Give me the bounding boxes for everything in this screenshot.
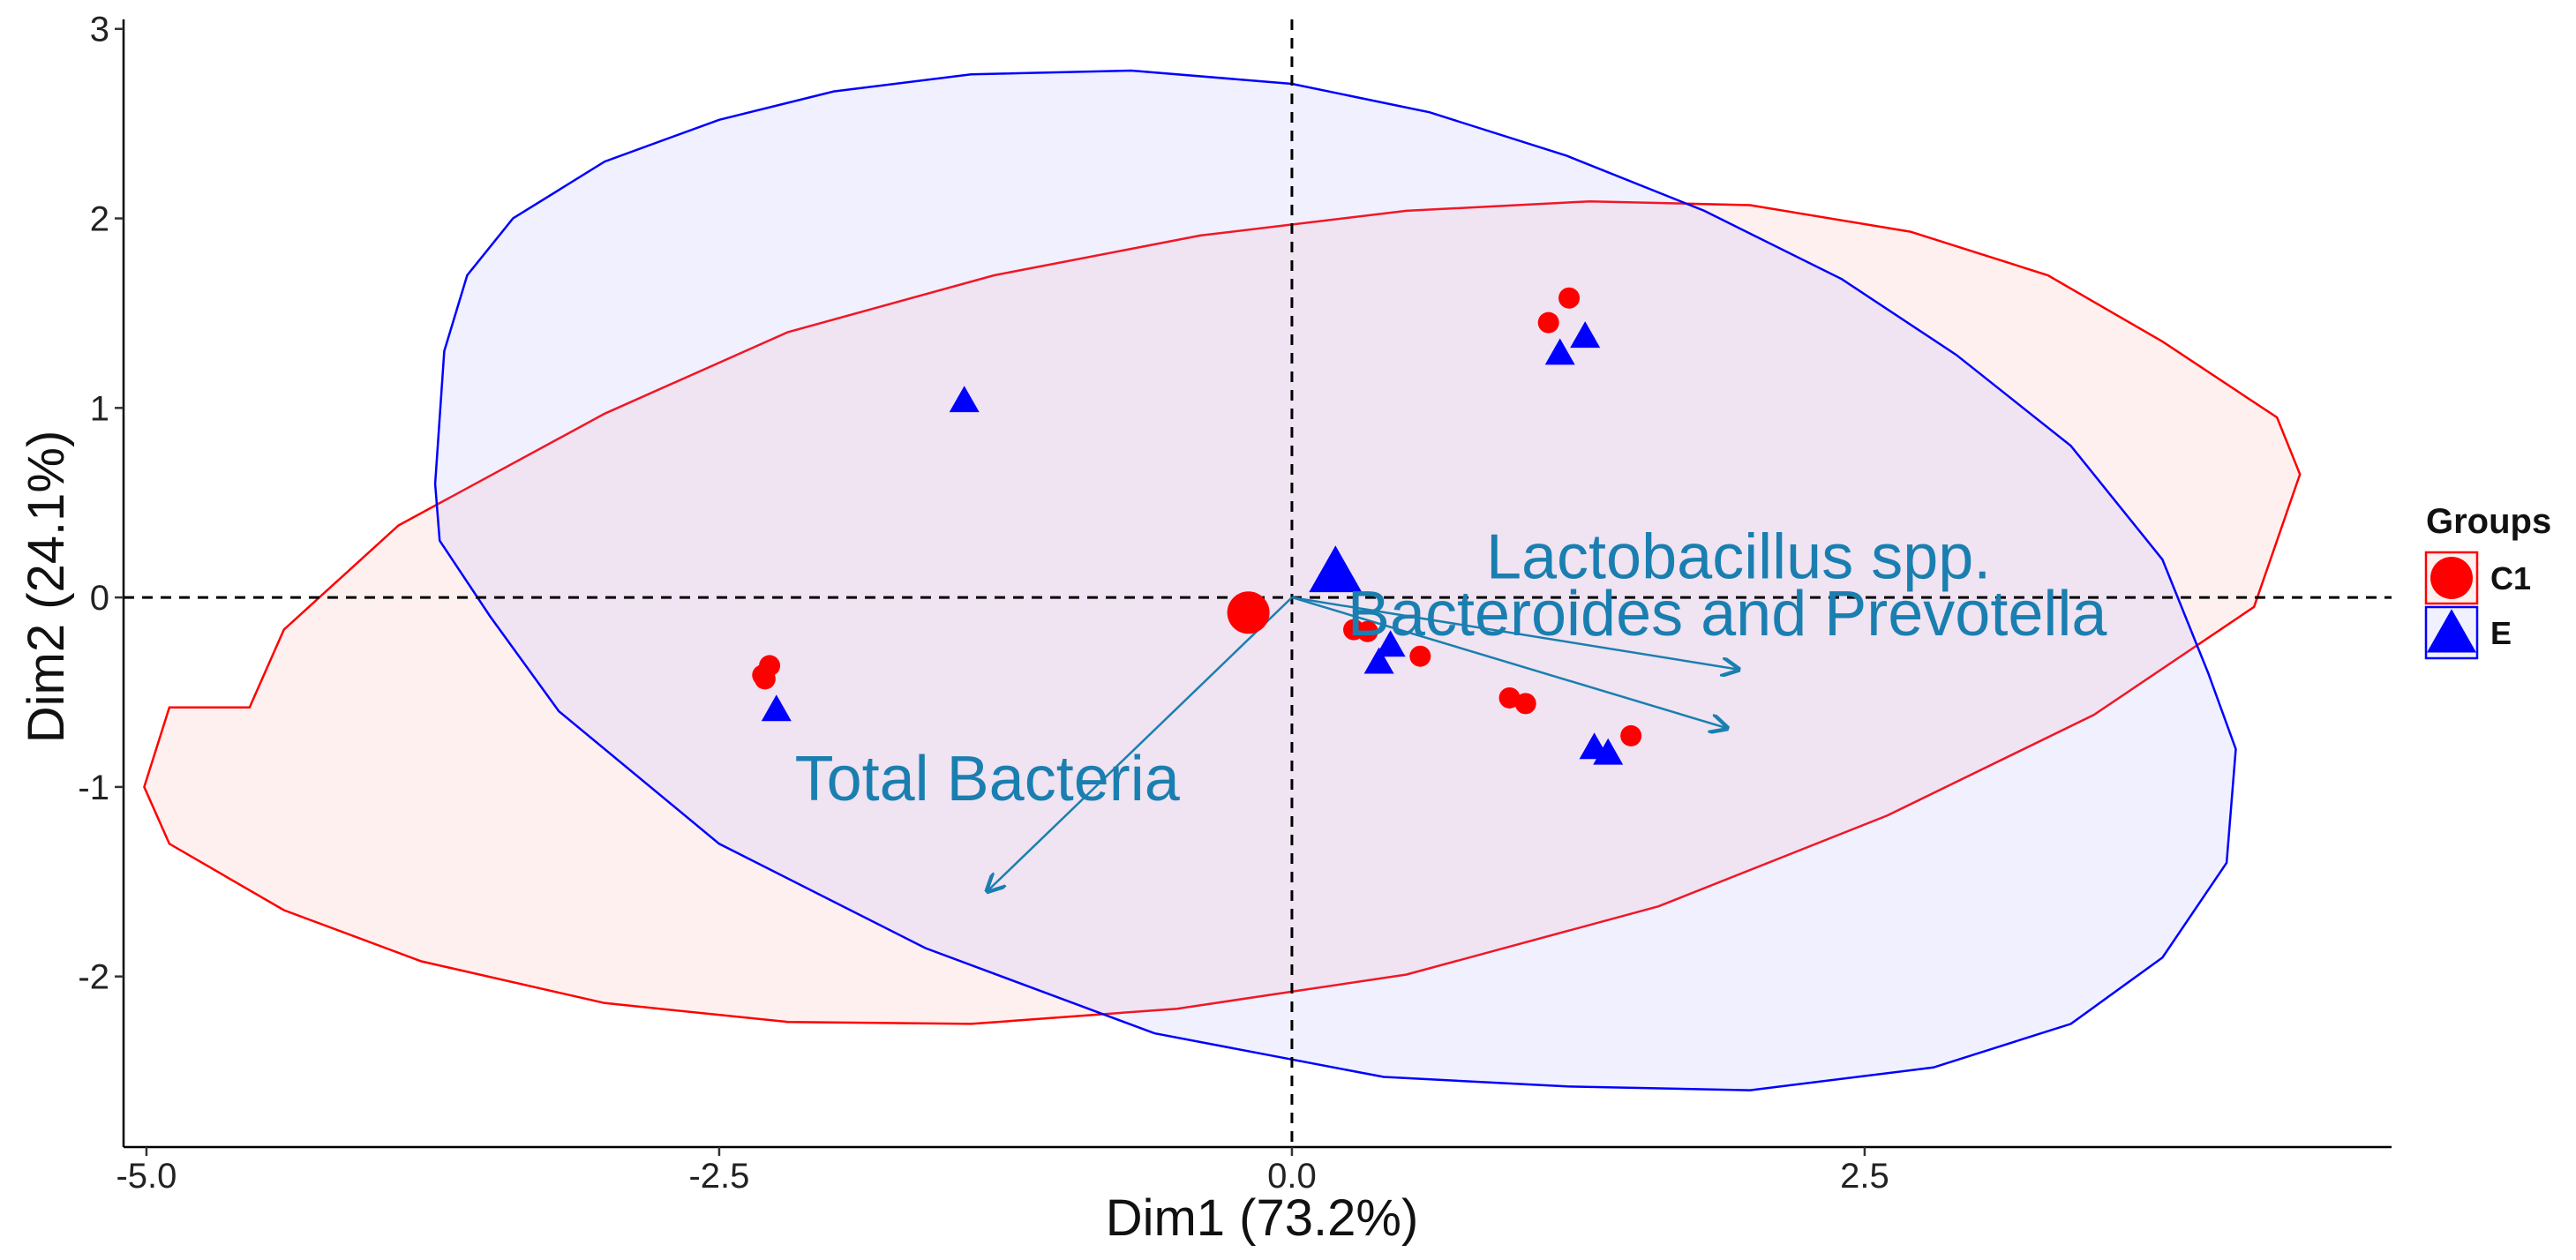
arrow-lactobacillus-spp- xyxy=(1291,596,1739,670)
legend: Groups C1 E xyxy=(2424,502,2551,660)
arrow-total-bacteria xyxy=(988,596,1293,891)
centroid-E xyxy=(1309,545,1363,593)
x-tick-label: -5.0 xyxy=(116,1157,176,1196)
point-C1 xyxy=(1558,287,1581,309)
point-E xyxy=(761,694,792,722)
point-E xyxy=(1570,321,1601,349)
y-tick-label: 3 xyxy=(90,11,109,49)
legend-label-C1: C1 xyxy=(2490,560,2531,596)
variable-arrows xyxy=(988,596,1739,891)
legend-symbol-C1 xyxy=(2430,557,2473,599)
point-E xyxy=(1593,738,1624,765)
point-C1 xyxy=(1498,686,1521,709)
confidence-ellipses xyxy=(143,69,2302,1091)
y-tick-label: -1 xyxy=(78,769,109,807)
legend-symbol-E xyxy=(2427,609,2476,653)
point-E xyxy=(1544,338,1575,365)
point-C1 xyxy=(1620,724,1642,746)
legend-label-E: E xyxy=(2490,615,2512,651)
variable-labels: Lactobacillus spp.Bacteroides and Prevot… xyxy=(795,522,2108,814)
y-tick-label: 2 xyxy=(90,200,109,239)
x-axis-title: Dim1 (73.2%) xyxy=(1106,1189,1419,1247)
ellipse-C1 xyxy=(143,199,2302,1025)
variable-label: Lactobacillus spp. xyxy=(1486,522,1991,593)
point-C1 xyxy=(754,668,776,690)
point-E xyxy=(949,386,980,413)
x-tick-label: 0.0 xyxy=(1267,1157,1317,1196)
point-C1 xyxy=(1409,645,1431,667)
point-E xyxy=(1375,630,1406,657)
point-C1 xyxy=(1537,311,1559,334)
centroid-C1 xyxy=(1227,591,1270,634)
data-points xyxy=(752,287,1642,765)
axes: -5.0 -2.5 0.0 2.5 -2 -1 0 1 2 3 xyxy=(78,11,2392,1196)
x-tick-label: -2.5 xyxy=(688,1157,749,1196)
variable-label: Bacteroides and Prevotella xyxy=(1348,579,2107,649)
variable-label: Total Bacteria xyxy=(795,744,1181,814)
y-axis-title: Dim2 (24.1%) xyxy=(18,431,75,744)
y-tick-label: -2 xyxy=(78,958,109,997)
y-tick-label: 0 xyxy=(90,579,109,618)
arrow-bacteroides-and-prevotella xyxy=(1291,596,1727,728)
point-C1 xyxy=(1356,620,1378,642)
x-tick-label: 2.5 xyxy=(1840,1157,1889,1196)
y-tick-label: 1 xyxy=(90,389,109,428)
legend-title: Groups xyxy=(2426,502,2551,541)
point-E xyxy=(1363,647,1394,674)
point-C1 xyxy=(1514,693,1536,715)
